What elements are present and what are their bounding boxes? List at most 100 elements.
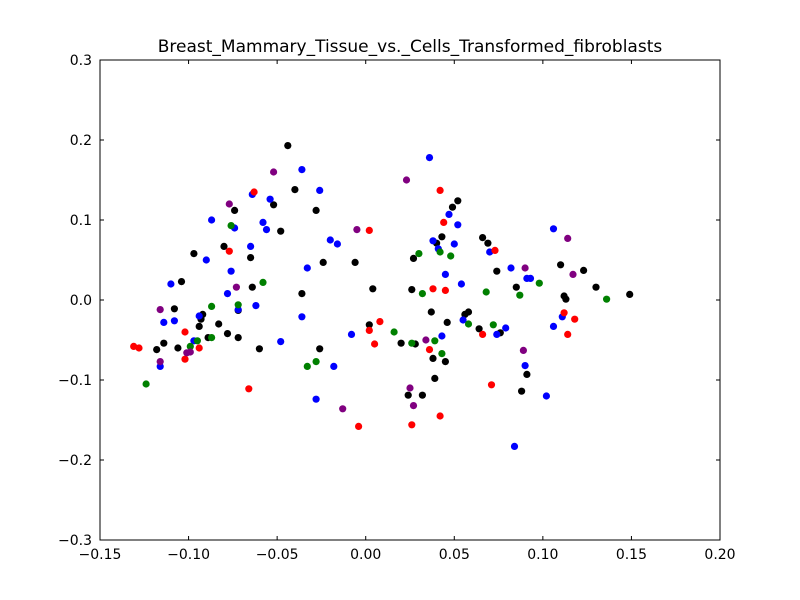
data-point: [270, 168, 278, 176]
data-point: [454, 221, 462, 229]
data-point: [493, 330, 501, 338]
data-point: [415, 250, 423, 258]
data-point: [431, 374, 439, 382]
data-point: [186, 348, 194, 356]
data-point: [562, 295, 570, 303]
data-point: [142, 380, 150, 388]
data-point: [440, 218, 448, 226]
data-point: [479, 330, 487, 338]
data-point: [431, 337, 439, 345]
data-point: [248, 283, 256, 291]
data-point: [153, 346, 161, 354]
data-point: [339, 405, 347, 413]
data-point: [438, 233, 446, 241]
data-point: [298, 290, 306, 298]
data-point: [252, 302, 260, 310]
data-point: [441, 286, 449, 294]
data-point: [404, 391, 412, 399]
data-point: [445, 210, 453, 218]
y-tick-label: 0.3: [70, 53, 92, 69]
data-point: [438, 350, 446, 358]
data-point: [202, 256, 210, 264]
data-point: [457, 280, 465, 288]
data-point: [262, 226, 271, 234]
data-point: [425, 346, 434, 354]
data-point: [571, 315, 579, 323]
data-point: [312, 206, 320, 214]
data-point: [441, 358, 449, 366]
data-point: [482, 288, 490, 296]
data-point: [560, 309, 568, 317]
data-point: [326, 236, 334, 244]
y-tick-label: −0.2: [58, 453, 92, 469]
y-tick-label: −0.1: [58, 373, 92, 389]
data-point: [195, 312, 203, 320]
data-point: [427, 308, 435, 316]
data-point: [521, 264, 529, 272]
data-point: [408, 421, 416, 429]
data-point: [438, 332, 446, 340]
data-point: [225, 247, 233, 255]
data-point: [429, 285, 437, 293]
data-point: [355, 422, 363, 430]
data-point: [408, 339, 416, 347]
data-point: [447, 252, 455, 260]
data-point: [429, 354, 437, 362]
data-point: [225, 200, 233, 208]
data-point: [215, 320, 223, 328]
data-point: [429, 237, 437, 245]
data-point: [208, 334, 216, 342]
data-point: [316, 186, 324, 194]
data-point: [270, 201, 278, 209]
data-point: [484, 239, 492, 247]
data-point: [156, 358, 164, 366]
data-point: [351, 258, 359, 266]
data-point: [177, 278, 186, 286]
data-point: [312, 358, 320, 366]
data-point: [284, 142, 292, 150]
data-point: [277, 338, 285, 346]
data-point: [234, 301, 242, 309]
data-point: [409, 402, 418, 410]
data-point: [493, 267, 501, 275]
data-point: [195, 322, 203, 330]
data-point: [376, 318, 384, 326]
data-point: [516, 291, 524, 299]
data-point: [564, 234, 572, 242]
data-point: [369, 285, 377, 293]
data-points: [130, 142, 634, 450]
data-point: [231, 206, 239, 214]
data-point: [245, 385, 253, 393]
y-tick-label: 0.0: [70, 293, 92, 309]
axis-ticks: [99, 59, 721, 541]
y-tick-label: −0.3: [58, 533, 92, 549]
data-point: [193, 337, 201, 345]
data-point: [135, 344, 143, 352]
data-point: [223, 290, 232, 298]
data-point: [475, 325, 483, 333]
data-point: [365, 326, 373, 334]
data-point: [454, 197, 462, 205]
data-point: [303, 264, 311, 272]
data-point: [464, 308, 473, 316]
data-point: [406, 384, 414, 392]
data-point: [160, 318, 168, 326]
data-point: [448, 203, 457, 211]
x-tick-label: 0.15: [616, 547, 647, 563]
data-point: [450, 240, 458, 248]
data-point: [464, 320, 473, 328]
data-point: [390, 328, 398, 336]
data-point: [174, 344, 182, 352]
data-point: [167, 280, 175, 288]
data-point: [371, 340, 379, 348]
x-tick-label: −0.15: [79, 547, 122, 563]
axis-tick-labels: −0.15 −0.10 −0.05 0.00 0.05 0.10 0.15 0.20 −0.3 −…: [58, 53, 736, 563]
data-point: [409, 254, 418, 262]
y-tick-label: 0.2: [70, 133, 92, 149]
data-point: [227, 267, 235, 275]
data-point: [190, 250, 198, 258]
data-point: [181, 355, 189, 363]
data-point: [479, 234, 487, 242]
data-point: [459, 316, 467, 324]
data-point: [422, 336, 430, 344]
